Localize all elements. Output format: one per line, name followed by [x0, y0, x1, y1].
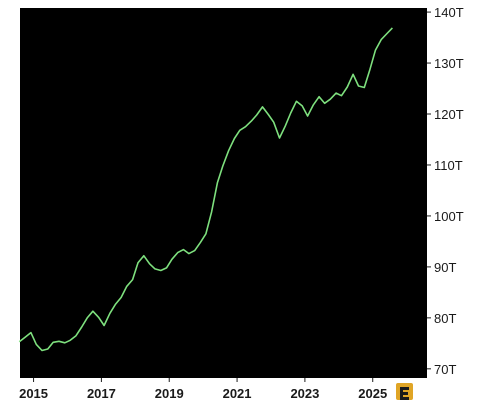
y-tick-label: 80T	[434, 311, 456, 326]
x-tick-label: 2017	[87, 386, 116, 401]
y-tick-label: 130T	[434, 56, 464, 71]
y-axis: 70T 80T 90T 100T 110T 120T 130T 140T	[427, 5, 464, 377]
y-tick-label: 70T	[434, 362, 456, 377]
x-tick-label: 2021	[223, 386, 252, 401]
y-tick-label: 110T	[434, 158, 463, 173]
y-tick-label: 100T	[434, 209, 464, 224]
x-tick-label: 2023	[290, 386, 319, 401]
y-tick-label: 120T	[434, 107, 464, 122]
x-tick-label: 2025	[358, 386, 387, 401]
watermark-text: 金色财经	[415, 383, 476, 401]
y-tick-label: 140T	[434, 5, 464, 20]
series-layer	[18, 27, 393, 352]
x-tick-label: 2015	[19, 386, 48, 401]
watermark: 金色财经	[396, 383, 476, 401]
plot-background	[20, 8, 427, 378]
y-tick-label: 90T	[434, 260, 456, 275]
x-axis: 2015 2017 2019 2021 2023 2025	[19, 378, 387, 401]
gold-finance-logo-icon	[396, 383, 413, 400]
series-line	[18, 27, 393, 352]
x-tick-label: 2019	[155, 386, 184, 401]
